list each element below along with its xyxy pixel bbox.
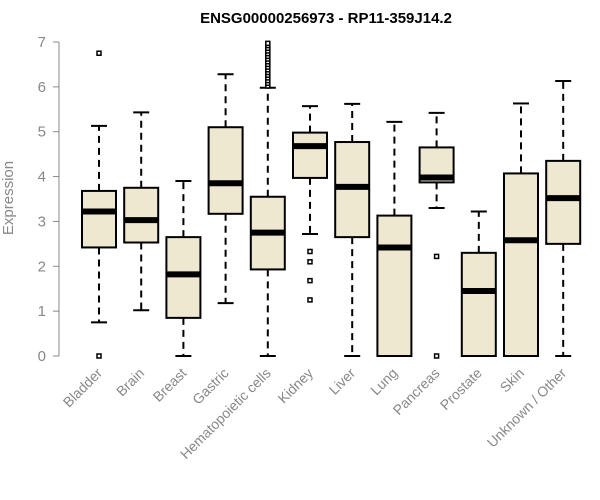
outlier-point bbox=[433, 253, 440, 260]
box-group bbox=[81, 50, 117, 359]
y-tick-label: 6 bbox=[38, 79, 46, 96]
box-group bbox=[460, 210, 497, 357]
x-tick-label: Skin bbox=[497, 365, 528, 396]
box-group bbox=[207, 73, 244, 305]
x-tick-label: Lung bbox=[367, 365, 400, 398]
outlier-point bbox=[307, 248, 313, 255]
y-axis: 0 1 2 3 4 5 6 7 bbox=[38, 34, 60, 365]
outlier-point bbox=[307, 297, 313, 303]
x-tick-label: Unknown / Other bbox=[484, 365, 570, 451]
x-tick-label: Liver bbox=[326, 365, 359, 398]
chart-title: ENSG00000256973 - RP11-359J14.2 bbox=[200, 10, 452, 27]
y-tick-label: 3 bbox=[38, 213, 46, 230]
outlier-point bbox=[307, 277, 313, 284]
box-iqr bbox=[376, 214, 413, 357]
x-tick-label: Breast bbox=[150, 365, 190, 405]
box-group bbox=[334, 102, 371, 357]
box-iqr bbox=[81, 189, 117, 249]
box-group bbox=[249, 40, 286, 357]
outlier-point bbox=[433, 353, 440, 359]
box-group bbox=[503, 102, 539, 357]
outlier-point bbox=[96, 353, 102, 359]
box-iqr bbox=[545, 159, 582, 245]
box-iqr bbox=[292, 131, 328, 179]
outlier-point bbox=[265, 40, 271, 47]
box-group bbox=[545, 80, 582, 357]
box-group bbox=[418, 111, 455, 359]
x-tick-label: Kidney bbox=[275, 365, 317, 407]
x-tick-label: Prostate bbox=[437, 365, 485, 413]
x-tick-label: Bladder bbox=[60, 365, 106, 411]
box-group bbox=[376, 120, 413, 357]
x-tick-label: Pancreas bbox=[390, 365, 443, 418]
y-tick-label: 0 bbox=[38, 348, 46, 365]
box-iqr bbox=[165, 236, 202, 319]
outlier-point bbox=[307, 259, 313, 265]
y-tick-label: 4 bbox=[38, 169, 46, 186]
x-tick-label: Brain bbox=[113, 365, 147, 399]
y-tick-label: 7 bbox=[38, 34, 46, 51]
y-tick-label: 5 bbox=[38, 124, 46, 141]
outlier-point bbox=[96, 50, 102, 56]
y-tick-label: 1 bbox=[38, 303, 46, 320]
box-iqr bbox=[207, 126, 244, 215]
box-group bbox=[292, 105, 328, 303]
plot-area bbox=[81, 40, 582, 359]
box-group bbox=[123, 111, 160, 312]
y-axis-label: Expression bbox=[0, 161, 17, 235]
box-group bbox=[165, 180, 202, 357]
box-iqr bbox=[503, 172, 539, 357]
y-tick-label: 2 bbox=[38, 258, 46, 275]
box-iqr bbox=[123, 186, 160, 244]
box-iqr bbox=[460, 251, 497, 357]
